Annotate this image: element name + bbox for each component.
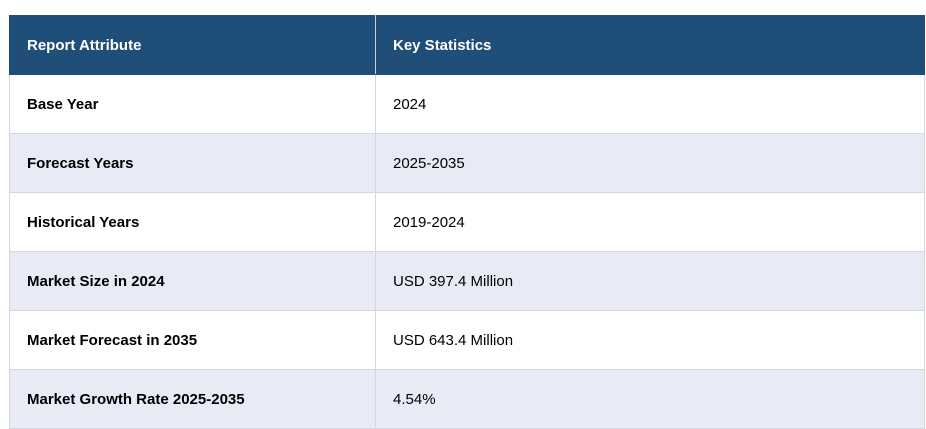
table-header-row: Report Attribute Key Statistics bbox=[9, 15, 925, 75]
row-value: 2025-2035 bbox=[375, 133, 925, 193]
row-value: 2019-2024 bbox=[375, 192, 925, 252]
row-value: 4.54% bbox=[375, 369, 925, 429]
row-attribute: Market Size in 2024 bbox=[9, 251, 376, 311]
header-report-attribute: Report Attribute bbox=[9, 15, 376, 75]
row-attribute: Historical Years bbox=[9, 192, 376, 252]
header-key-statistics: Key Statistics bbox=[375, 15, 925, 75]
row-attribute: Base Year bbox=[9, 74, 376, 134]
row-value: 2024 bbox=[375, 74, 925, 134]
table-row: Market Size in 2024 USD 397.4 Million bbox=[9, 251, 925, 311]
report-stats-container: Report Attribute Key Statistics Base Yea… bbox=[9, 15, 925, 429]
table-row: Market Forecast in 2035 USD 643.4 Millio… bbox=[9, 310, 925, 370]
row-attribute: Market Growth Rate 2025-2035 bbox=[9, 369, 376, 429]
table-row: Forecast Years 2025-2035 bbox=[9, 133, 925, 193]
row-value: USD 397.4 Million bbox=[375, 251, 925, 311]
row-value: USD 643.4 Million bbox=[375, 310, 925, 370]
table-row: Base Year 2024 bbox=[9, 74, 925, 134]
row-attribute: Forecast Years bbox=[9, 133, 376, 193]
report-stats-table: Report Attribute Key Statistics Base Yea… bbox=[9, 15, 925, 429]
table-row: Historical Years 2019-2024 bbox=[9, 192, 925, 252]
table-row: Market Growth Rate 2025-2035 4.54% bbox=[9, 369, 925, 429]
row-attribute: Market Forecast in 2035 bbox=[9, 310, 376, 370]
